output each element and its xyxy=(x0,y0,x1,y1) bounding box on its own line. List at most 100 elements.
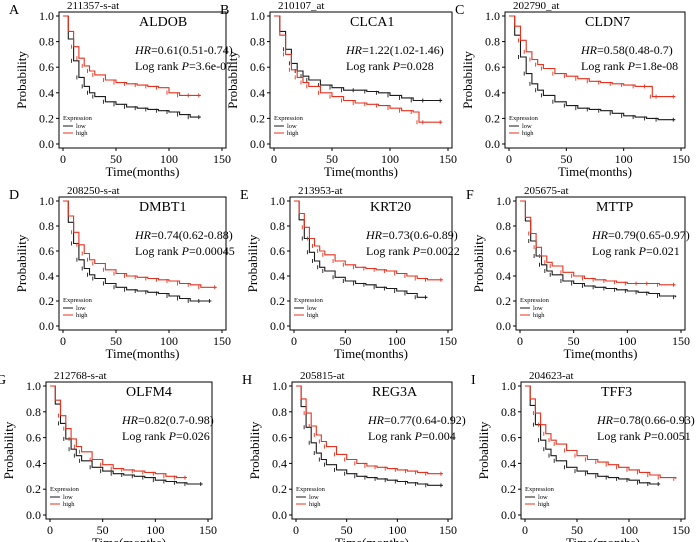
km-curve-high xyxy=(520,200,676,286)
legend-label-high: high xyxy=(63,501,75,508)
legend-label-high: high xyxy=(76,312,88,319)
legend-label-low: low xyxy=(522,123,532,130)
x-tick-label: 0 xyxy=(517,334,523,348)
legend-label-high: high xyxy=(309,501,321,508)
y-tick-label: 0.0 xyxy=(272,508,287,522)
x-tick-label: 150 xyxy=(213,334,231,348)
x-tick-label: 50 xyxy=(326,152,338,166)
km-curve-low xyxy=(274,15,443,102)
x-tick-label: 0 xyxy=(60,334,66,348)
probe-id: 211357-s-at xyxy=(67,0,119,12)
legend-label-low: low xyxy=(76,305,86,312)
hazard-ratio: HR=0.79(0.65-0.97) xyxy=(591,228,690,242)
gene-name: CLDN7 xyxy=(585,15,630,30)
plot-frame xyxy=(45,381,213,520)
plot-frame xyxy=(515,196,686,331)
y-tick-label: 1.0 xyxy=(496,194,511,208)
km-panel-e: 0.0 0.2 0.4 0.6 0.8 1.0 0 50 100 150 Time(months) P… xyxy=(240,185,460,361)
y-tick-label: 0.4 xyxy=(250,86,265,100)
panel-letter: E xyxy=(240,188,249,203)
legend-title: Expression xyxy=(509,115,539,122)
y-tick-label: 0.0 xyxy=(39,319,54,333)
gene-name: CLCA1 xyxy=(350,15,394,30)
legend-title: Expression xyxy=(296,486,326,493)
x-axis-label: Time(months) xyxy=(566,535,640,542)
y-axis-label: Probability xyxy=(225,51,240,109)
legend-label-low: low xyxy=(533,305,543,312)
panel-letter: G xyxy=(0,373,6,388)
x-axis-label: Time(months) xyxy=(334,346,408,361)
logrank-p: Log rank P=0.004 xyxy=(368,429,456,443)
x-tick-label: 150 xyxy=(439,152,457,166)
logrank-p: Log rank P=0.021 xyxy=(592,244,680,258)
legend-label-low: low xyxy=(287,123,297,130)
y-tick-label: 0.4 xyxy=(39,269,54,283)
logrank-p: Log rank P=0.0022 xyxy=(366,244,460,258)
km-curve-high xyxy=(274,15,443,123)
legend-title: Expression xyxy=(294,297,324,304)
y-tick-label: 0.6 xyxy=(270,244,285,258)
plot-frame xyxy=(520,381,686,520)
x-tick-label: 50 xyxy=(97,523,109,537)
y-tick-label: 0.8 xyxy=(250,35,265,49)
hazard-ratio: HR=0.74(0.62-0.88) xyxy=(134,228,233,242)
x-tick-label: 150 xyxy=(199,523,217,537)
x-tick-label: 50 xyxy=(341,523,353,537)
plot-frame xyxy=(291,381,453,520)
x-tick-label: 150 xyxy=(439,523,457,537)
km-curve-low xyxy=(520,200,677,298)
x-tick-label: 150 xyxy=(439,334,457,348)
km-panel-g: 0.0 0.2 0.4 0.6 0.8 1.0 0 50 100 150 Time(months) P… xyxy=(0,370,217,542)
panel-letter: A xyxy=(9,3,20,18)
gene-name: OLFM4 xyxy=(126,385,172,400)
probe-id: 202790_at xyxy=(513,0,559,12)
x-tick-label: 150 xyxy=(213,152,231,166)
y-tick-label: 0.6 xyxy=(496,244,511,258)
legend-label-low: low xyxy=(63,494,73,501)
y-tick-label: 0.2 xyxy=(250,111,265,125)
x-axis-label: Time(months) xyxy=(564,346,638,361)
gene-name: ALDOB xyxy=(139,15,187,30)
logrank-p: Log rank P=0.0051 xyxy=(597,429,691,443)
y-tick-label: 0.6 xyxy=(250,60,265,74)
probe-id: 205675-at xyxy=(524,185,569,197)
panel-letter: C xyxy=(455,3,464,18)
panel-letter: I xyxy=(471,373,476,388)
probe-id: 210107_at xyxy=(278,0,324,12)
gene-name: MTTP xyxy=(596,200,634,215)
y-tick-label: 0.2 xyxy=(26,482,41,496)
y-tick-label: 0.8 xyxy=(39,219,54,233)
gene-name: DMBT1 xyxy=(139,200,186,215)
legend-label-low: low xyxy=(307,305,317,312)
x-tick-label: 100 xyxy=(615,152,633,166)
y-tick-label: 0.4 xyxy=(26,456,41,470)
legend-title: Expression xyxy=(63,115,93,122)
y-tick-label: 0.6 xyxy=(39,60,54,74)
x-tick-label: 50 xyxy=(560,152,572,166)
y-axis-label: Probability xyxy=(471,234,486,292)
y-tick-label: 0.8 xyxy=(270,219,285,233)
km-curve-high xyxy=(63,15,201,96)
y-tick-label: 0.8 xyxy=(501,405,516,419)
y-tick-label: 0.4 xyxy=(485,86,500,100)
x-tick-label: 50 xyxy=(568,334,580,348)
legend-title: Expression xyxy=(520,297,550,304)
y-tick-label: 1.0 xyxy=(250,9,265,23)
y-tick-label: 0.2 xyxy=(485,111,500,125)
x-axis-label: Time(months) xyxy=(558,164,632,179)
logrank-p: Log rank P=3.6e-07 xyxy=(135,59,232,73)
y-tick-label: 0.2 xyxy=(270,294,285,308)
hazard-ratio: HR=0.77(0.64-0.92) xyxy=(367,413,466,427)
legend-label-high: high xyxy=(76,130,88,137)
x-tick-label: 50 xyxy=(339,334,351,348)
y-tick-label: 0.0 xyxy=(501,508,516,522)
y-tick-label: 1.0 xyxy=(485,9,500,23)
x-tick-label: 100 xyxy=(160,334,178,348)
legend-label-low: low xyxy=(76,123,86,130)
x-tick-label: 50 xyxy=(571,523,583,537)
x-tick-label: 0 xyxy=(522,523,528,537)
x-tick-label: 100 xyxy=(381,152,399,166)
y-tick-label: 1.0 xyxy=(39,194,54,208)
hazard-ratio: HR=0.61(0.51-0.74) xyxy=(134,43,233,57)
